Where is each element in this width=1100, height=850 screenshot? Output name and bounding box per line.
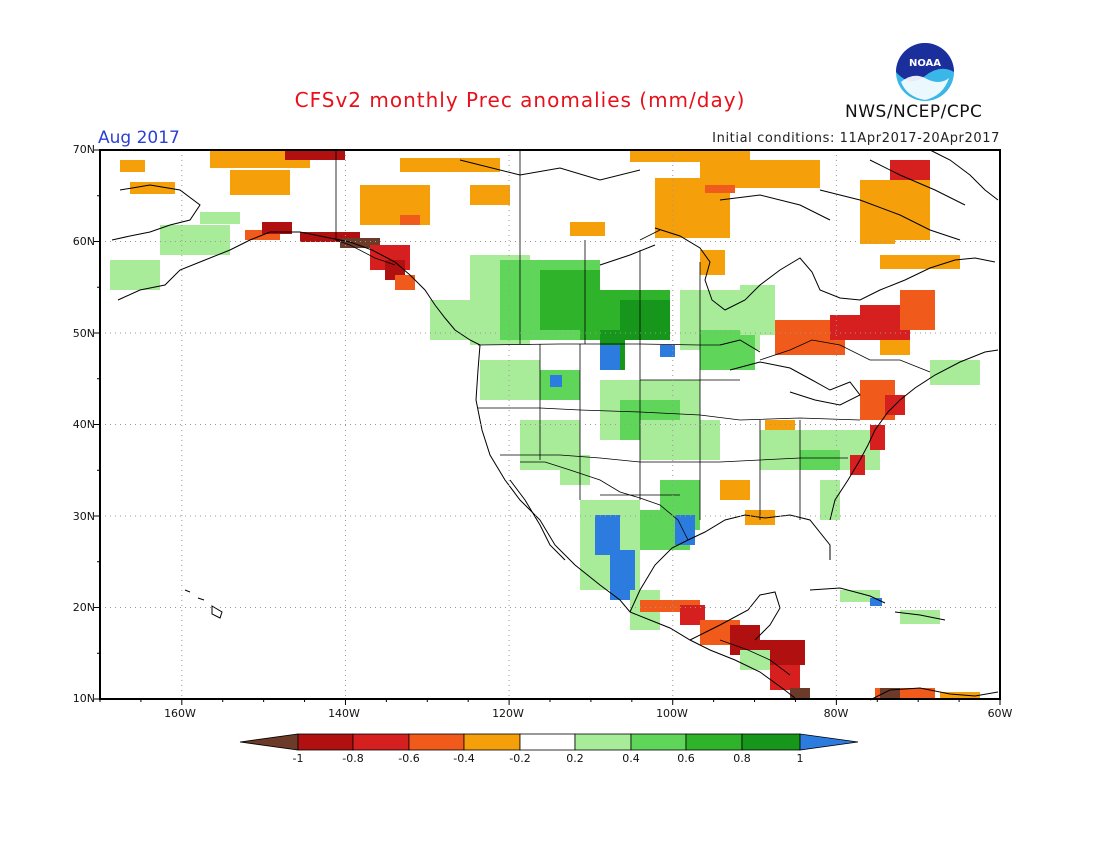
lat-label-60n: 60N [72,235,95,248]
lat-label-40n: 40N [72,418,95,431]
anomaly-cell [740,285,775,335]
anomaly-cell [550,375,562,387]
anomaly-cell [700,330,755,370]
anomaly-cell [705,185,735,193]
anomaly-cell [395,275,415,290]
anomaly-cell [600,345,620,370]
lat-lon-grid [100,150,1000,699]
page-title: CFSv2 monthly Prec anomalies (mm/day) [294,88,746,112]
anomaly-cell [770,665,800,690]
colorbar-label-1: -1 [292,752,304,765]
anomaly-cell [820,480,840,520]
colorbar-swatch-9 [741,733,801,751]
colorbar-swatch-8 [685,733,743,751]
anomaly-cell [890,160,930,180]
colorbar-label-8: 0.6 [677,752,695,765]
political-borders [335,150,931,676]
anomaly-cell [680,605,705,625]
lat-label-20n: 20N [72,601,95,614]
lon-label-160w: 160W [164,707,196,720]
anomaly-cell [660,345,675,357]
anomaly-cell [940,692,980,700]
colorbar-swatch-3 [408,733,465,751]
anomaly-cell [230,170,290,195]
noaa-logo-icon: NOAA [896,43,954,101]
lat-label-70n: 70N [72,143,95,156]
anomaly-cell [930,360,980,385]
lon-label-120w: 120W [492,707,524,720]
anomaly-cell [870,598,882,606]
anomaly-cell [262,222,292,234]
colorbar-swatch-5 [519,733,576,751]
lon-label-80w: 80W [823,707,849,720]
anomaly-cell [640,420,720,460]
agency-label: NWS/NCEP/CPC [845,102,983,122]
colorbar-swatch-6 [574,733,632,751]
anomaly-cell [110,260,160,290]
anomaly-cell [570,222,605,236]
colorbar-swatch-1 [297,733,354,751]
colorbar-label-4: -0.4 [453,752,475,765]
lat-label-10n: 10N [72,692,95,705]
anomaly-cell [860,230,895,244]
anomaly-cell [430,300,480,340]
anomaly-cell [120,160,145,172]
initial-conditions-label: Initial conditions: 11Apr2017-20Apr2017 [712,131,1000,146]
colorbar-label-6: 0.2 [566,752,584,765]
coastlines [111,149,999,701]
lon-label-100w: 100W [656,707,688,720]
lat-label-30n: 30N [72,510,95,523]
anomaly-cell [480,360,540,400]
anomaly-cell [595,515,620,555]
colorbar-label-10: 1 [796,752,804,765]
colorbar-label-7: 0.4 [622,752,640,765]
anomaly-cell [300,232,360,242]
anomaly-cell [800,450,840,470]
anomaly-cell [400,158,500,172]
anomaly-cell [630,150,750,162]
colorbar-swatch-4 [463,733,521,751]
anomaly-cell [620,300,670,340]
anomaly-cell [285,150,345,160]
colorbar-swatch-2 [352,733,410,751]
anomaly-cell [470,185,510,205]
anomaly-cell [880,688,900,698]
anomaly-cell [560,455,590,485]
anomaly-cell [870,425,885,450]
anomaly-cell [130,182,175,194]
colorbar-label-3: -0.6 [398,752,420,765]
axis-ticks [94,149,1001,705]
lon-label-140w: 140W [328,707,360,720]
anomaly-cell [720,480,750,500]
anomaly-cell [340,238,380,248]
lat-label-50n: 50N [72,327,95,340]
colorbar-label-5: -0.2 [509,752,531,765]
colorbar [239,733,859,751]
lon-label-60w: 60W [987,707,1013,720]
anomaly-cell [790,688,810,700]
colorbar-label-9: 0.8 [733,752,751,765]
anomaly-cell [880,340,910,355]
anomaly-cell [900,610,940,624]
anomaly-cell [740,650,770,670]
colorbar-high-arrow [799,733,859,751]
anomaly-cell [400,215,420,225]
anomaly-cell [900,290,935,330]
noaa-logo-text: NOAA [909,58,941,69]
anomaly-cell [160,225,230,255]
colorbar-low-arrow [239,733,299,751]
anomaly-cell [675,515,695,545]
anomaly-cell [700,160,820,188]
colorbar-swatch-7 [630,733,687,751]
anomaly-cell [200,212,240,224]
colorbar-label-2: -0.8 [342,752,364,765]
anomaly-cell [880,255,960,269]
month-label: Aug 2017 [98,128,180,148]
